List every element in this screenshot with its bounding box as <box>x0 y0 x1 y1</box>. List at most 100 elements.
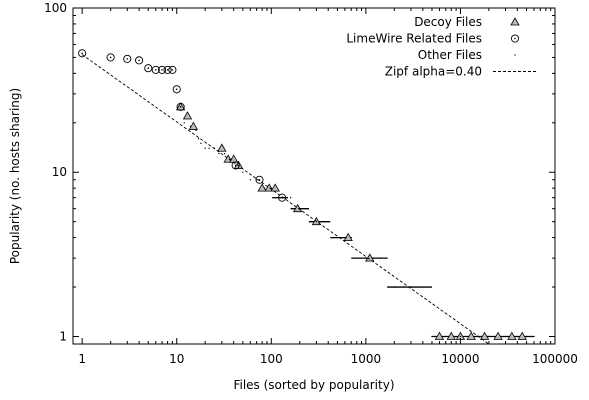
other-files-point <box>322 221 324 223</box>
decoy-files-point <box>182 111 193 120</box>
limewire-related-files-point-center <box>126 58 129 60</box>
decoy-files-point <box>217 143 227 152</box>
other-files-point <box>379 257 381 259</box>
limewire-related-files-point-center <box>234 164 237 167</box>
other-files-point <box>195 129 197 131</box>
other-files-point <box>336 237 338 239</box>
legend: Decoy Files LimeWire Related Files Other F… <box>346 15 537 79</box>
other-files-point <box>230 158 233 160</box>
y-tick-label: 10 <box>52 165 67 179</box>
x-axis-label: Files (sorted by popularity) <box>233 378 394 392</box>
other-files-point <box>431 335 433 338</box>
other-files-point <box>242 171 244 173</box>
limewire-related-files-point-center <box>179 106 182 108</box>
x-tick-label: 100 <box>260 352 283 366</box>
x-tick-label: 10 <box>169 352 184 366</box>
limewire-related-files-point-center <box>171 69 174 71</box>
other-files-point <box>393 286 395 288</box>
other-files-point <box>372 257 374 259</box>
other-files-point <box>270 187 272 189</box>
decoy-files-point <box>434 331 445 340</box>
limewire-related-files-point <box>176 102 185 111</box>
other-files-point <box>183 122 185 124</box>
y-tick-label: 100 <box>44 1 67 15</box>
limewire-related-files-point-center <box>138 59 140 62</box>
other-files-point <box>459 335 462 338</box>
other-files-point <box>264 187 266 189</box>
x-tick-label: 1 <box>78 352 86 366</box>
limewire-related-files-point <box>135 56 144 65</box>
other-files-point <box>402 286 405 288</box>
limewire-related-files-point-center <box>147 67 150 69</box>
other-files-point <box>309 221 312 223</box>
limewire-related-files-point <box>255 175 264 184</box>
limewire-related-files-point-center <box>161 69 163 71</box>
legend-marker <box>510 17 520 26</box>
x-tick-label: 1000 <box>351 352 382 366</box>
y-tick-label: 1 <box>59 329 67 343</box>
limewire-related-files-point <box>158 65 167 74</box>
decoy-files-point <box>493 331 503 340</box>
limewire-related-files-point <box>78 49 87 58</box>
other-files-point <box>533 335 535 338</box>
decoy-files-point <box>507 331 517 340</box>
decoy-files-point <box>270 183 280 192</box>
decoy-files-point <box>517 331 527 340</box>
other-files-point <box>340 237 342 239</box>
decoy-files-point <box>466 331 476 340</box>
other-files-point <box>294 208 297 210</box>
limewire-related-files-point-center <box>166 69 169 71</box>
other-files-point <box>290 197 292 199</box>
legend-marker <box>514 54 516 56</box>
limewire-related-files-point-center <box>175 88 178 91</box>
limewire-related-files-point <box>231 161 240 170</box>
other-files-point <box>218 152 220 155</box>
limewire-related-files-point <box>106 53 115 62</box>
other-files-point <box>445 335 447 338</box>
other-files-point <box>410 286 412 288</box>
limewire-related-files-point-center <box>109 56 112 59</box>
other-files-point <box>332 237 334 239</box>
axes-layer: 1 10 100 1000 10000 100000 1 10 100 <box>44 1 578 366</box>
decoy-files-point <box>479 331 490 340</box>
other-files-point <box>504 335 507 338</box>
other-files-point <box>200 142 202 144</box>
y-axis-label: Popularity (no. hosts sharing) <box>8 88 22 264</box>
other-files-point <box>256 179 258 181</box>
legend-label: Other Files <box>418 48 482 62</box>
x-tick-label: 10000 <box>441 352 479 366</box>
other-files-point <box>516 335 518 338</box>
other-files-point <box>476 335 478 338</box>
legend-marker-center <box>514 37 516 40</box>
legend-label: LimeWire Related Files <box>346 32 482 46</box>
x-tick-label: 100000 <box>532 352 578 366</box>
other-files-point <box>278 197 280 199</box>
other-files-point <box>350 237 352 239</box>
limewire-related-files-point <box>151 65 160 74</box>
other-files-point <box>208 147 210 149</box>
limewire-related-files-point-center <box>81 52 83 55</box>
other-files-point <box>356 257 358 259</box>
other-files-point <box>365 257 367 259</box>
other-files-point <box>284 197 286 199</box>
other-files-point <box>327 221 329 223</box>
other-files-point <box>197 138 200 140</box>
plot-layer <box>78 49 535 345</box>
other-files-point <box>525 335 528 338</box>
limewire-related-files-point <box>163 65 172 74</box>
decoy-files-point <box>446 331 456 340</box>
limewire-related-files-point <box>168 65 177 74</box>
legend-label: Decoy Files <box>414 15 482 29</box>
other-files-point <box>304 208 307 210</box>
other-files-point <box>249 179 251 181</box>
decoy-files-point <box>188 121 199 130</box>
other-files-point <box>189 125 192 128</box>
other-files-point <box>204 147 206 149</box>
plot-frame <box>72 7 556 345</box>
legend-marker <box>510 34 520 43</box>
limewire-related-files-point <box>144 64 153 73</box>
zipf-fit-line <box>81 54 490 345</box>
limewire-related-files-point <box>172 85 181 94</box>
other-files-point <box>223 152 226 155</box>
